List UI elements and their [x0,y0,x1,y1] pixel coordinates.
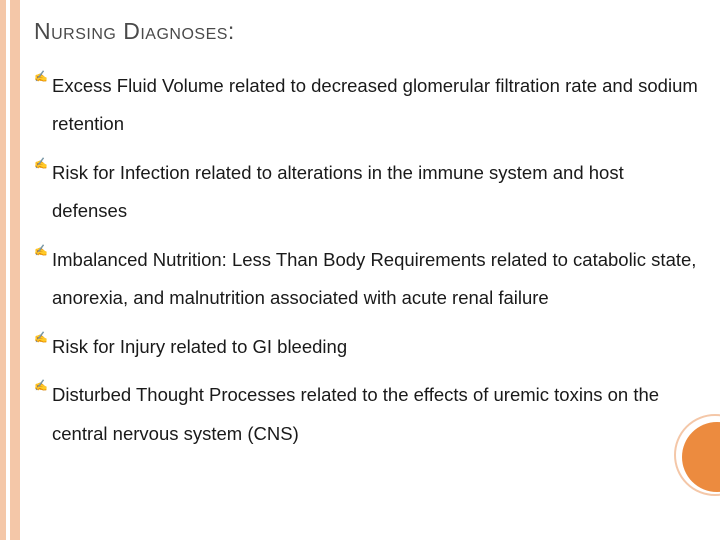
slide-title: Nursing Diagnoses: [34,18,700,45]
list-item-text: Risk for Injury related to GI bleeding [52,328,700,366]
bullet-icon: ✍ [34,381,48,392]
bullet-icon: ✍ [34,72,48,83]
bullet-icon: ✍ [34,246,48,257]
diagnosis-list: ✍ Excess Fluid Volume related to decreas… [34,67,700,453]
list-item-text: Risk for Infection related to alteration… [52,154,700,231]
slide-content: Nursing Diagnoses: ✍ Excess Fluid Volume… [34,18,700,526]
list-item: ✍ Imbalanced Nutrition: Less Than Body R… [34,241,700,318]
list-item-text: Imbalanced Nutrition: Less Than Body Req… [52,241,700,318]
list-item: ✍ Excess Fluid Volume related to decreas… [34,67,700,144]
list-item: ✍ Risk for Injury related to GI bleeding [34,328,700,366]
accent-bar-2 [10,0,20,540]
list-item-text: Disturbed Thought Processes related to t… [52,376,700,453]
bullet-icon: ✍ [34,333,48,344]
bullet-icon: ✍ [34,159,48,170]
list-item: ✍ Disturbed Thought Processes related to… [34,376,700,453]
left-accent-bars [0,0,20,540]
list-item: ✍ Risk for Infection related to alterati… [34,154,700,231]
list-item-text: Excess Fluid Volume related to decreased… [52,67,700,144]
